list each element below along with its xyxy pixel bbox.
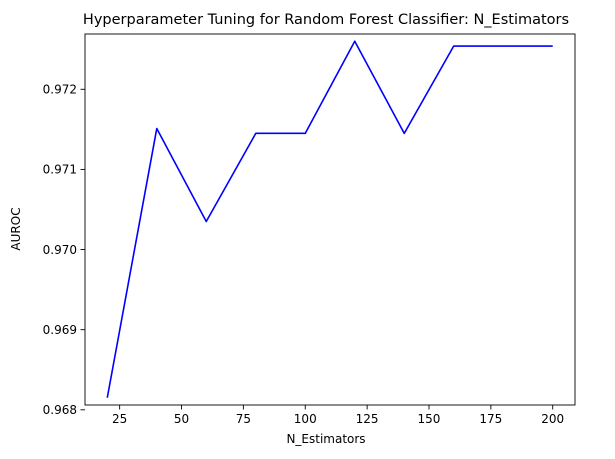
x-axis: 25 50 75 100 125 150 175 200	[112, 405, 564, 426]
x-tick-label: 50	[174, 412, 189, 426]
x-tick-label: 150	[418, 412, 441, 426]
x-axis-label: N_Estimators	[286, 432, 365, 446]
y-tick-label: 0.968	[43, 403, 77, 417]
y-tick-label: 0.970	[43, 243, 77, 257]
series-line	[106, 40, 553, 398]
x-tick-label: 200	[541, 412, 564, 426]
plot-frame	[84, 33, 576, 406]
y-tick-label: 0.971	[43, 163, 77, 177]
chart-title: Hyperparameter Tuning for Random Forest …	[83, 12, 569, 28]
x-tick-label: 25	[112, 412, 127, 426]
x-tick-label: 125	[356, 412, 379, 426]
y-tick-label: 0.969	[43, 323, 77, 337]
x-tick-label: 100	[294, 412, 317, 426]
plot-area	[84, 33, 576, 406]
y-tick-label: 0.972	[43, 83, 77, 97]
x-tick-label: 175	[479, 412, 502, 426]
x-tick-label: 75	[236, 412, 251, 426]
y-axis: 0.968 0.969 0.970 0.971 0.972	[43, 83, 85, 417]
y-axis-label: AUROC	[9, 207, 23, 250]
